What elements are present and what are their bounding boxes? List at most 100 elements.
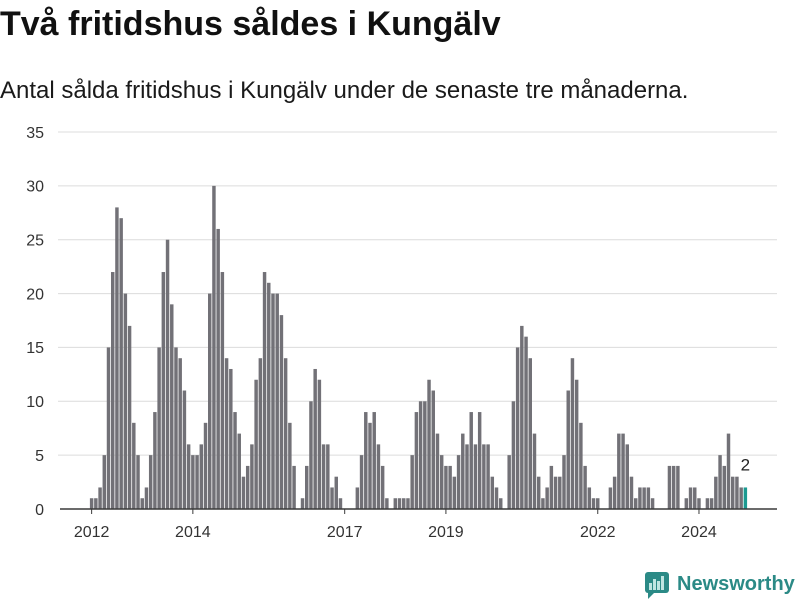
bar bbox=[313, 368, 317, 509]
bar bbox=[288, 422, 292, 509]
bar bbox=[208, 293, 212, 509]
bar bbox=[241, 476, 246, 509]
bar bbox=[532, 433, 537, 509]
bar bbox=[444, 465, 448, 509]
bar bbox=[157, 347, 161, 509]
bar bbox=[186, 444, 191, 509]
bar bbox=[558, 476, 562, 509]
bar bbox=[115, 207, 119, 509]
bar bbox=[431, 390, 435, 509]
bar bbox=[574, 379, 579, 509]
bar bbox=[94, 498, 98, 509]
bar bbox=[718, 455, 722, 509]
bar bbox=[123, 293, 128, 509]
bar bbox=[132, 422, 136, 509]
bar bbox=[490, 476, 495, 509]
bar bbox=[279, 315, 284, 509]
bar bbox=[671, 465, 676, 509]
bar bbox=[326, 444, 330, 509]
x-tick-label: 2012 bbox=[74, 524, 110, 541]
bar bbox=[250, 444, 254, 509]
bar bbox=[726, 433, 731, 509]
bar bbox=[507, 455, 511, 509]
bar bbox=[355, 487, 360, 509]
bar bbox=[102, 455, 107, 509]
bar bbox=[642, 487, 646, 509]
bar bbox=[376, 444, 381, 509]
bar bbox=[486, 444, 490, 509]
bar bbox=[456, 455, 461, 509]
bar bbox=[461, 433, 465, 509]
bar bbox=[170, 304, 174, 509]
bar bbox=[275, 293, 279, 509]
bar bbox=[638, 487, 642, 509]
logo-bubble-tail bbox=[648, 591, 656, 599]
bar bbox=[178, 358, 182, 509]
bar bbox=[587, 487, 592, 509]
bar bbox=[739, 487, 743, 509]
bar bbox=[520, 325, 524, 509]
bar bbox=[372, 412, 376, 509]
bar bbox=[482, 444, 486, 509]
x-tick-label: 2019 bbox=[428, 524, 464, 541]
y-tick-label: 0 bbox=[35, 502, 44, 519]
bar bbox=[414, 412, 419, 509]
y-axis: 0 5 10 15 20 25 30 35 bbox=[26, 125, 44, 519]
bar bbox=[98, 487, 102, 509]
bar bbox=[612, 476, 617, 509]
y-tick-label: 35 bbox=[26, 125, 44, 142]
bar bbox=[722, 465, 727, 509]
bar bbox=[368, 422, 372, 509]
bar bbox=[709, 498, 714, 509]
bar bbox=[267, 282, 271, 509]
bar bbox=[119, 218, 123, 510]
bar bbox=[465, 444, 469, 509]
bar bbox=[423, 401, 427, 509]
bar bbox=[237, 433, 241, 509]
plot-area: 0 5 10 15 20 25 30 35 2012 2014 2017 2019 2022 2024 2 bbox=[26, 125, 777, 541]
bar bbox=[515, 347, 520, 509]
bar bbox=[254, 379, 258, 509]
y-tick-label: 30 bbox=[26, 179, 44, 196]
bar bbox=[148, 455, 153, 509]
bar bbox=[106, 347, 111, 509]
bar bbox=[233, 412, 237, 509]
bar bbox=[402, 498, 406, 509]
bar bbox=[452, 476, 457, 509]
bar bbox=[140, 498, 144, 509]
bar bbox=[536, 476, 541, 509]
newsworthy-icon bbox=[645, 572, 669, 599]
logo-icon-bar bbox=[649, 583, 652, 590]
bar bbox=[693, 487, 697, 509]
bar bbox=[309, 401, 313, 509]
bar bbox=[562, 455, 566, 509]
y-tick-label: 15 bbox=[26, 340, 44, 357]
bars bbox=[89, 185, 748, 510]
bar bbox=[714, 476, 718, 509]
logo-icon-bar bbox=[657, 581, 660, 590]
bar bbox=[220, 272, 225, 509]
bar bbox=[633, 498, 638, 509]
bar bbox=[650, 498, 655, 509]
x-axis: 2012 2014 2017 2019 2022 2024 bbox=[60, 508, 777, 541]
y-tick-label: 25 bbox=[26, 232, 44, 249]
gridlines bbox=[58, 131, 777, 456]
bar bbox=[144, 487, 149, 509]
bar bbox=[305, 465, 309, 509]
bar bbox=[330, 487, 334, 509]
bar bbox=[477, 412, 482, 509]
bar bbox=[397, 498, 402, 509]
x-tick-label: 2014 bbox=[175, 524, 211, 541]
bar bbox=[439, 455, 444, 509]
bar bbox=[676, 465, 680, 509]
bar bbox=[136, 455, 140, 509]
bar bbox=[224, 358, 229, 509]
bar bbox=[127, 325, 132, 509]
bar bbox=[385, 498, 389, 509]
bar bbox=[511, 401, 516, 509]
bar bbox=[591, 498, 596, 509]
bar bbox=[730, 476, 735, 509]
bar bbox=[524, 336, 528, 509]
bar bbox=[418, 401, 423, 509]
